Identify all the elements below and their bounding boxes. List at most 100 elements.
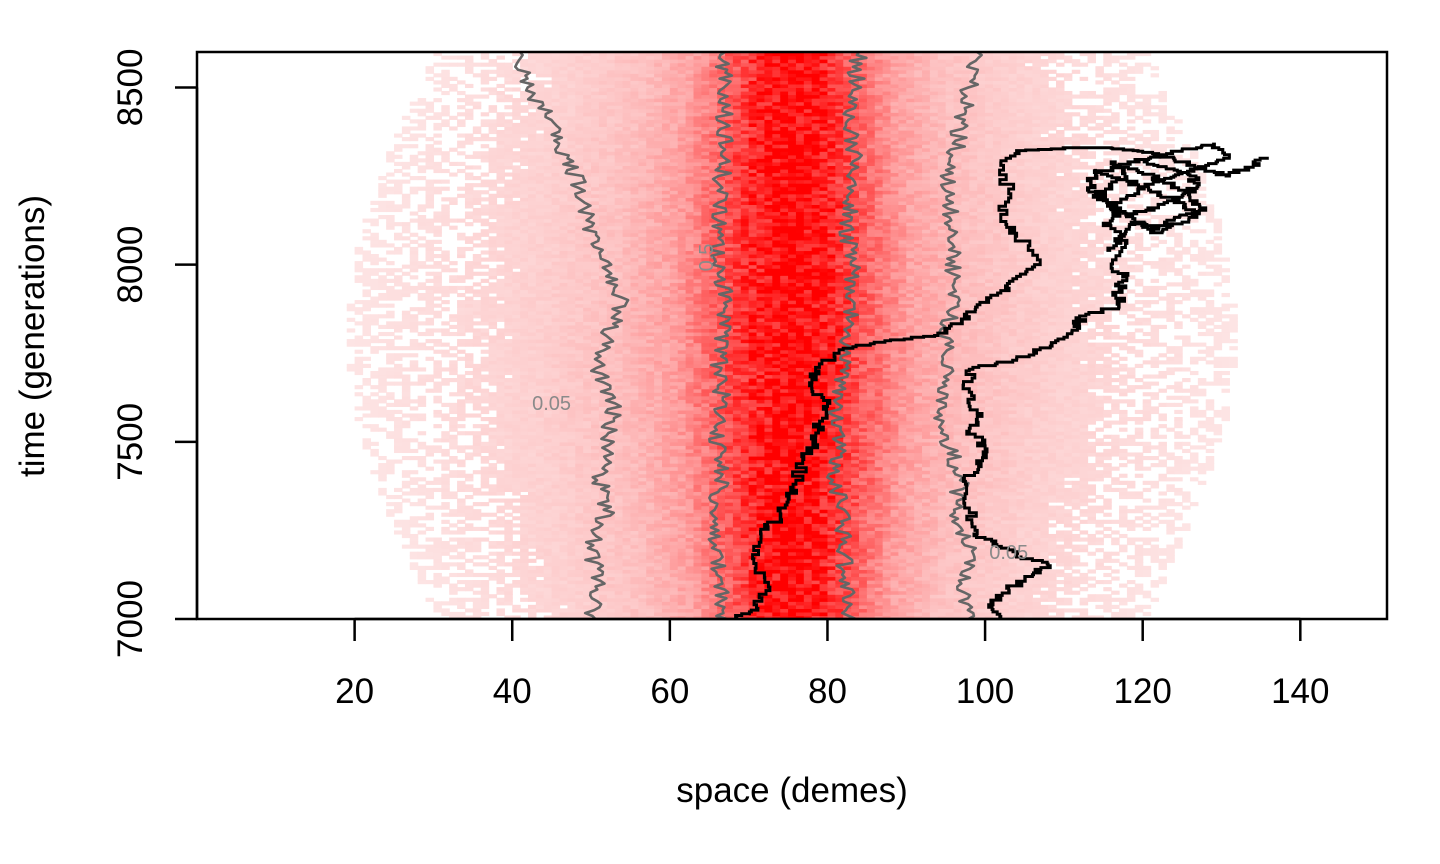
heatmap-cell <box>504 487 513 493</box>
heatmap-cell <box>827 555 836 560</box>
heatmap-cell <box>1056 498 1065 503</box>
heatmap-cell <box>1150 427 1160 432</box>
heatmap-cell <box>945 434 955 439</box>
heatmap-cell <box>559 445 568 450</box>
heatmap-cell <box>543 452 553 457</box>
heatmap-cell <box>512 420 521 425</box>
heatmap-cell <box>583 459 592 464</box>
heatmap-cell <box>1197 463 1207 468</box>
heatmap-cell <box>693 494 702 500</box>
heatmap-cell <box>788 424 797 429</box>
heatmap-cell <box>725 594 734 599</box>
heatmap-cell <box>985 594 994 599</box>
heatmap-cell <box>732 611 742 617</box>
heatmap-cell <box>732 473 742 478</box>
heatmap-cell <box>614 455 624 461</box>
heatmap-cell <box>843 502 852 507</box>
heatmap-cell <box>701 587 710 592</box>
heatmap-cell <box>472 572 482 578</box>
heatmap-cell <box>606 413 616 418</box>
heatmap-cell <box>788 498 797 503</box>
heatmap-cell <box>685 516 695 521</box>
heatmap-cell <box>520 466 529 471</box>
heatmap-cell <box>567 533 576 539</box>
heatmap-cell <box>977 427 986 432</box>
heatmap-cell <box>795 438 805 443</box>
heatmap-cell <box>835 555 844 560</box>
heatmap-cell <box>1032 562 1041 567</box>
heatmap-cell <box>543 526 553 531</box>
heatmap-cell <box>1024 594 1033 599</box>
heatmap-cell <box>1103 594 1112 599</box>
heatmap-cell <box>512 417 521 422</box>
heatmap-cell <box>1197 445 1207 450</box>
heatmap-cell <box>1024 424 1033 429</box>
heatmap-cell <box>622 466 632 471</box>
heatmap-cell <box>1111 615 1120 619</box>
heatmap-cell <box>748 604 758 609</box>
heatmap-cell <box>464 477 474 482</box>
heatmap-cell <box>543 473 553 478</box>
heatmap-cell <box>740 470 750 475</box>
heatmap-cell <box>937 424 947 429</box>
heatmap-cell <box>630 480 639 485</box>
heatmap-cell <box>772 491 781 496</box>
heatmap-cell <box>433 413 442 418</box>
heatmap-cell <box>1032 516 1041 521</box>
heatmap-cell <box>992 445 1002 450</box>
heatmap-cell <box>677 580 687 585</box>
heatmap-cell <box>630 526 639 531</box>
heatmap-cell <box>858 516 868 521</box>
heatmap-cell <box>449 544 458 549</box>
heatmap-cell <box>851 427 860 432</box>
heatmap-cell <box>685 587 695 592</box>
heatmap-cell <box>1048 448 1057 454</box>
heatmap-cell <box>819 533 829 539</box>
heatmap-cell <box>677 519 687 524</box>
heatmap-cell <box>709 611 718 617</box>
heatmap-cell <box>709 438 718 443</box>
heatmap-cell <box>583 477 592 482</box>
heatmap-cell <box>457 526 466 531</box>
heatmap-cell <box>1071 562 1081 567</box>
heatmap-cell <box>551 615 561 619</box>
heatmap-cell <box>1087 441 1097 446</box>
heatmap-cell <box>1063 434 1073 439</box>
heatmap-cell <box>1182 463 1191 468</box>
heatmap-cell <box>661 533 671 539</box>
heatmap-cell <box>953 569 963 574</box>
heatmap-cell <box>535 448 545 454</box>
heatmap-cell <box>740 509 750 514</box>
heatmap-cell <box>685 555 695 560</box>
heatmap-cell <box>677 562 687 567</box>
heatmap-cell <box>992 548 1002 553</box>
heatmap-cell <box>725 417 734 422</box>
heatmap-cell <box>457 424 466 429</box>
heatmap-cell <box>835 608 844 613</box>
heatmap-cell <box>914 480 923 485</box>
heatmap-cell <box>874 420 884 425</box>
heatmap-cell <box>661 544 671 549</box>
heatmap-cell <box>1000 466 1010 471</box>
heatmap-cell <box>646 424 655 429</box>
heatmap-cell <box>977 597 986 602</box>
heatmap-cell <box>622 473 632 478</box>
heatmap-cell <box>677 597 687 602</box>
heatmap-cell <box>811 572 821 578</box>
heatmap-cell <box>685 541 695 546</box>
heatmap-cell <box>945 597 955 602</box>
heatmap-cell <box>764 487 773 493</box>
heatmap-cell <box>803 438 813 443</box>
heatmap-cell <box>740 604 750 609</box>
heatmap-cell <box>527 572 537 578</box>
heatmap-cell <box>929 494 939 500</box>
heatmap-cell <box>1008 459 1018 464</box>
heatmap-cell <box>591 498 600 503</box>
heatmap-cell <box>1008 424 1018 429</box>
heatmap-cell <box>1079 587 1089 592</box>
heatmap-cell <box>756 417 766 422</box>
heatmap-cell <box>614 470 624 475</box>
heatmap-cell <box>583 463 592 468</box>
heatmap-cell <box>961 580 970 585</box>
heatmap-cell <box>1087 597 1097 602</box>
